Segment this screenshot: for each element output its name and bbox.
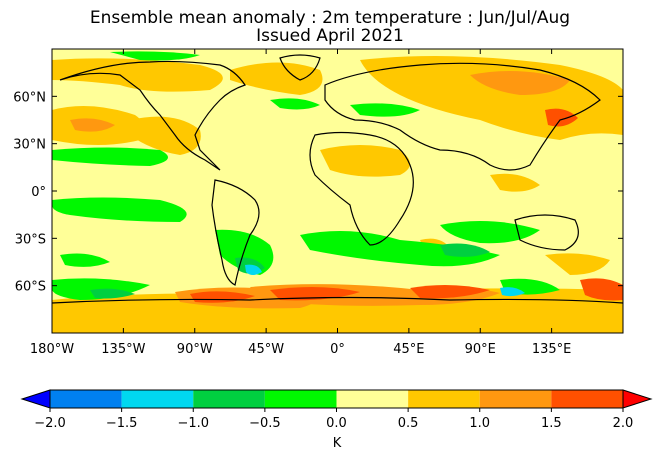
coastlines [52,54,623,304]
greenland-outline [279,54,321,81]
colorbar-bin-2 [193,390,265,408]
colorbar-tick-label-6: 1.0 [469,416,490,431]
lon-tick-label-2: 90°W [177,342,213,357]
colorbar-tick-label-5: 0.5 [398,416,419,431]
colorbar-tick-label-8: 2.0 [613,416,634,431]
south-america-outline [211,179,260,286]
eurasia-outline [324,62,601,171]
lon-tick-label-4: 0° [330,342,345,357]
lat-tick-label-1: 30°N [13,138,46,153]
colorbar-bin-5 [408,390,480,408]
colorbar-under-arrow [20,389,51,409]
map-subtitle: Issued April 2021 [256,26,404,46]
lat-tick-label-3: 30°S [15,232,46,247]
lon-tick-label-1: 135°W [101,342,145,357]
strong-warm-anomaly-regions [70,71,623,309]
strong-cool-anomaly-regions [90,243,525,299]
lon-tick-label-6: 90°E [465,342,496,357]
colorbar: −2.0 −1.5 −1.0 −0.5 0.0 0.5 1.0 1.5 2.0 [20,389,653,431]
colorbar-tick-label-1: −1.5 [106,416,138,431]
lon-tick-label-5: 45°E [393,342,424,357]
latitude-axis: 60°N 30°N 0° 30°S 60°S [13,90,623,295]
lon-tick-label-7: 135°E [532,342,572,357]
africa-outline [309,131,414,246]
colorbar-bin-1 [121,390,194,408]
colorbar-bin-6 [479,390,552,408]
colorbar-over-arrow [622,389,653,409]
colorbar-tick-label-3: −0.5 [249,416,281,431]
colorbar-tick-label-4: 0.0 [326,416,347,431]
colorbar-bin-4 [336,390,409,408]
colorbar-unit-label: K [333,436,342,451]
map-title: Ensemble mean anomaly : 2m temperature :… [89,8,571,28]
lat-tick-label-2: 0° [31,185,46,200]
colorbar-tick-label-2: −1.0 [177,416,209,431]
australia-outline [514,214,579,251]
colorbar-tick-label-0: −2.0 [34,416,66,431]
antarctica-outline [52,296,623,304]
north-america-outline [59,60,246,171]
lon-tick-label-3: 45°W [248,342,284,357]
lat-tick-label-4: 60°S [15,280,46,295]
colorbar-bin-0 [50,390,122,408]
longitude-axis: 180°W 135°W 90°W 45°W 0° 45°E 90°E 135°E [30,49,571,357]
colorbar-bin-7 [551,390,623,408]
map-panel [52,49,623,333]
colorbar-tick-label-7: 1.5 [541,416,562,431]
lon-tick-label-0: 180°W [30,342,74,357]
lat-tick-label-0: 60°N [13,90,46,105]
colorbar-bin-3 [264,390,337,408]
